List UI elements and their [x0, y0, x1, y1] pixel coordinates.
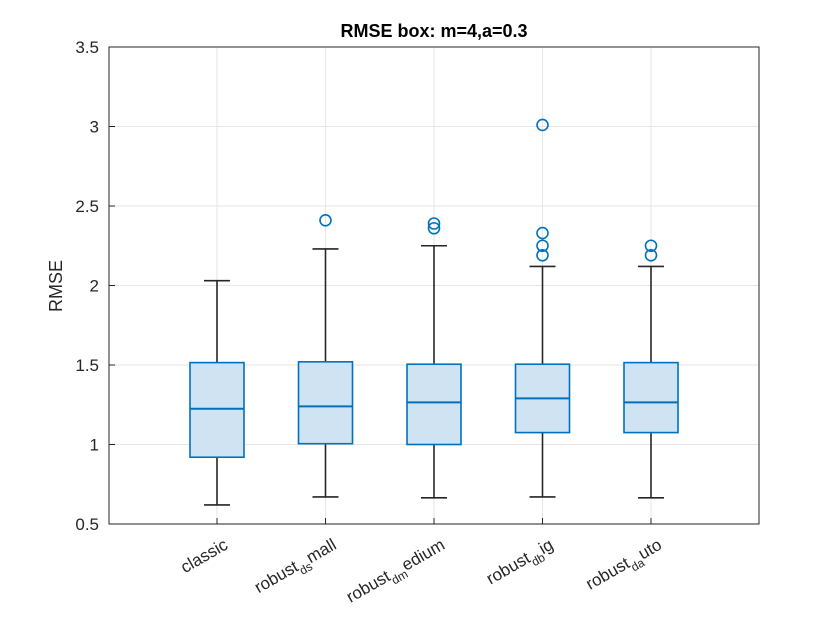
x-tick-label-base: classic [177, 535, 231, 577]
box [189, 361, 245, 459]
chart-title: RMSE box: m=4,a=0.3 [340, 21, 527, 41]
x-tick-label: robustdsmall [251, 535, 342, 601]
y-axis-label: RMSE [46, 260, 66, 312]
y-tick-label: 2.5 [75, 197, 99, 216]
y-axis-ticks: 0.5 1 1.5 2 2.5 3 3.5 [75, 38, 652, 534]
x-tick-label: classic [177, 535, 231, 577]
x-tick-label-base: robust [251, 557, 302, 597]
box [406, 363, 462, 446]
box-group [514, 118, 571, 498]
box-plots [189, 118, 679, 506]
box-group [623, 239, 679, 499]
box-group [297, 214, 354, 498]
x-tick-label: robustdauto [583, 535, 668, 598]
box [623, 361, 679, 434]
y-tick-label: 1 [90, 436, 99, 455]
outlier-point [644, 239, 658, 253]
outlier-point [536, 118, 549, 132]
x-tick-label-subscript: ds [297, 559, 315, 577]
box-group [406, 217, 462, 499]
box [297, 361, 354, 445]
x-tick-label-base: robust [583, 553, 634, 593]
outlier-point [536, 248, 549, 262]
x-tick-label-subscript: db [529, 550, 548, 569]
y-tick-label: 3 [90, 118, 99, 137]
outlier-point [536, 226, 549, 240]
y-tick-label: 3.5 [75, 38, 99, 57]
x-tick-label-rest: edium [398, 535, 448, 575]
outlier-point [427, 221, 441, 235]
box-group [189, 279, 245, 506]
x-tick-label-subscript: da [628, 555, 647, 574]
y-tick-label: 1.5 [75, 356, 99, 375]
outlier-point [644, 248, 658, 262]
outlier-point [427, 217, 441, 230]
outlier-point [319, 214, 332, 227]
x-tick-label: robustdbig [483, 535, 559, 593]
y-tick-label: 0.5 [75, 515, 99, 534]
y-tick-label: 2 [90, 277, 99, 296]
x-tick-label-base: robust [483, 548, 534, 588]
x-tick-label: robustdmedium [343, 535, 450, 611]
outlier-point [536, 239, 549, 253]
x-tick-label-base: robust [343, 566, 394, 606]
